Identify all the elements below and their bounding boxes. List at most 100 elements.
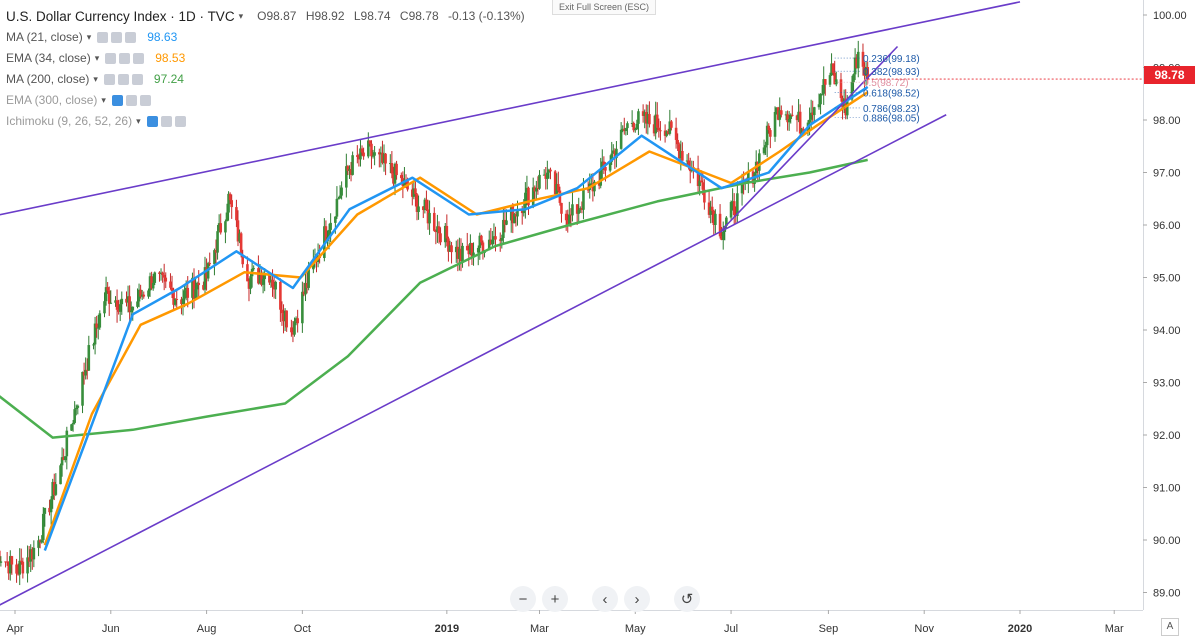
chevron-down-icon[interactable]: ▾ (94, 53, 100, 63)
close-icon[interactable] (133, 53, 145, 64)
chevron-down-icon[interactable]: ▾ (101, 95, 106, 105)
candle-body (817, 104, 821, 108)
candle-body (164, 277, 168, 282)
candle-body (368, 140, 372, 144)
candle-body (557, 184, 560, 191)
trendline[interactable] (0, 1, 1021, 217)
candle-body (852, 74, 855, 83)
ma200-line (0, 158, 868, 439)
candle-body (114, 300, 117, 303)
candle-body (590, 183, 593, 185)
candle-body (652, 124, 656, 134)
candle-body (740, 181, 744, 194)
fib-level-label: 0.5(98.72) (863, 78, 909, 89)
high-value: H98.92 (305, 9, 345, 23)
candle-body (646, 114, 650, 124)
candle-body (644, 112, 648, 124)
gear-icon[interactable] (117, 74, 129, 85)
candle-body (670, 121, 673, 128)
gear-icon[interactable] (111, 32, 123, 43)
candle-body (71, 422, 75, 425)
candle-body (128, 296, 131, 313)
candle-body (19, 560, 23, 562)
candle-body (421, 206, 425, 211)
eye-hidden-icon[interactable] (111, 95, 123, 106)
candle-body (63, 456, 67, 461)
candle-body (272, 286, 276, 290)
candle-body (809, 112, 813, 120)
scroll-right-button[interactable]: › (624, 586, 650, 612)
indicator-ma21[interactable]: MA (21, close) ▾ 98.63 (6, 27, 531, 48)
reset-chart-button[interactable]: ↺ (674, 586, 700, 612)
eye-icon[interactable] (103, 74, 115, 85)
candle-body (235, 207, 238, 221)
indicator-ema34[interactable]: EMA (34, close) ▾ 98.53 (6, 48, 531, 69)
candle-body (604, 167, 607, 171)
candle-body (509, 206, 513, 221)
candle-body (161, 272, 164, 275)
gear-icon[interactable] (160, 116, 172, 127)
zoom-in-button[interactable]: + (542, 586, 568, 612)
candle-body (456, 246, 460, 259)
candle-body (205, 267, 208, 279)
trendline[interactable] (721, 45, 899, 231)
auto-scale-button[interactable]: A (1161, 618, 1179, 636)
candle-body (10, 556, 14, 565)
candle-body (346, 166, 350, 171)
trendline[interactable] (0, 114, 947, 611)
candle-body (29, 549, 33, 562)
close-icon[interactable] (131, 74, 143, 85)
chevron-down-icon[interactable]: ▾ (93, 74, 98, 84)
candle-body (765, 125, 769, 146)
candle-body (257, 268, 260, 284)
eye-icon[interactable] (105, 53, 117, 64)
candle-body (92, 344, 95, 346)
candle-body (172, 291, 175, 305)
candle-body (217, 223, 221, 232)
exit-fullscreen-button[interactable]: Exit Full Screen (ESC) (552, 0, 657, 15)
candle-body (823, 79, 827, 85)
chevron-down-icon[interactable]: ▾ (136, 116, 141, 126)
candle-body (208, 263, 212, 265)
close-icon[interactable] (125, 32, 137, 43)
indicator-ma200[interactable]: MA (200, close) ▾ 97.24 (6, 69, 531, 90)
ohlc-values: O98.87 H98.92 L98.74 C98.78 -0.13 (-0.13… (257, 6, 531, 27)
candle-body (591, 183, 595, 192)
gear-icon[interactable] (125, 95, 137, 106)
candle-body (4, 561, 7, 563)
zoom-out-button[interactable]: − (510, 586, 536, 612)
indicator-name: EMA (34, close) (6, 51, 91, 65)
eye-hidden-icon[interactable] (146, 116, 158, 127)
candle-body (301, 291, 304, 324)
indicator-ichimoku[interactable]: Ichimoku (9, 26, 52, 26) ▾ (6, 111, 531, 132)
symbol-title[interactable]: U.S. Dollar Currency Index · 1D · TVC (6, 9, 235, 24)
candle-body (864, 67, 868, 76)
candle-body (822, 79, 826, 94)
indicator-ema300[interactable]: EMA (300, close) ▾ (6, 90, 531, 111)
candle-body (150, 276, 153, 289)
eye-icon[interactable] (97, 32, 109, 43)
chart-controls: − + ‹ › ↺ (510, 586, 706, 612)
scroll-left-button[interactable]: ‹ (592, 586, 618, 612)
candle-body (535, 187, 538, 192)
candle-body (285, 310, 288, 328)
chevron-down-icon[interactable]: ▾ (238, 11, 244, 21)
candle-body (381, 152, 384, 163)
gear-icon[interactable] (119, 53, 131, 64)
chevron-down-icon[interactable]: ▾ (86, 32, 92, 42)
close-icon[interactable] (139, 95, 151, 106)
candle-body (622, 128, 626, 132)
candle-body (615, 148, 618, 159)
candle-body (434, 230, 438, 233)
price-axis-panel[interactable] (1143, 0, 1195, 642)
candle-body (502, 219, 505, 239)
candle-body (203, 267, 207, 290)
candle-body (637, 111, 640, 124)
candle-body (109, 302, 113, 304)
candle-body (335, 198, 339, 217)
candle-body (542, 174, 546, 176)
close-icon[interactable] (174, 116, 186, 127)
candle-body (139, 289, 142, 297)
low-value: L98.74 (353, 9, 391, 23)
